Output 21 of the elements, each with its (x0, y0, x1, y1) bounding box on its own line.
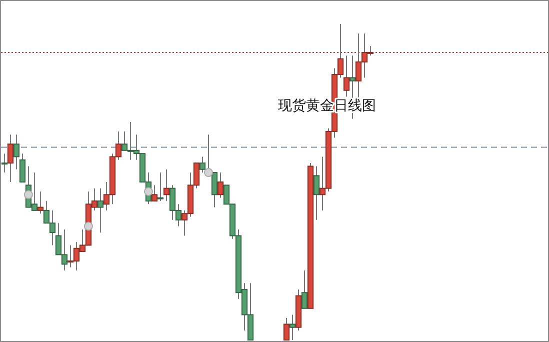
candlestick (1, 153, 8, 174)
candlestick (217, 172, 224, 198)
candlestick (13, 134, 20, 170)
candlestick (163, 168, 170, 202)
candlestick (19, 153, 26, 182)
candlestick (151, 184, 158, 202)
candlestick (97, 188, 104, 234)
candlestick (313, 166, 320, 220)
candlestick (283, 317, 290, 340)
point (144, 186, 153, 196)
candlestick (301, 270, 308, 309)
point (204, 168, 213, 178)
point (24, 190, 33, 200)
point (84, 222, 93, 231)
candlestick (211, 172, 218, 208)
candlestick (157, 172, 164, 202)
candlestick (199, 156, 206, 174)
candlestick (7, 134, 14, 182)
candlestick (37, 190, 44, 214)
candlestick (289, 314, 296, 340)
candlestick (343, 55, 350, 98)
